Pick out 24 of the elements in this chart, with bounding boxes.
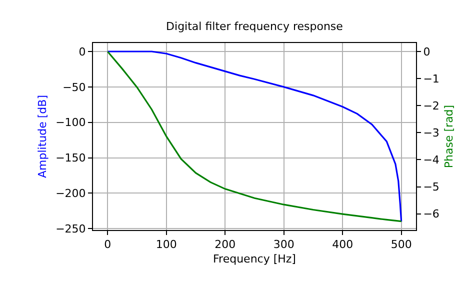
y2-tick-label: −1: [423, 72, 440, 86]
y2-tick-label: 0: [423, 46, 430, 58]
chart-title: Digital filter frequency response: [166, 20, 344, 33]
x-tick-label: 100: [156, 238, 177, 252]
line-series: [106, 50, 402, 222]
y2-axis-title: Phase [rad]: [442, 104, 456, 168]
x-tick-label: 0: [104, 238, 112, 252]
x-tick-label: 400: [332, 238, 354, 252]
x-axis-title: Frequency [Hz]: [213, 252, 296, 266]
y-tick-label: −50: [62, 80, 86, 94]
y-axis-title: Amplitude [dB]: [36, 95, 50, 178]
x-tick-label: 300: [273, 238, 294, 252]
y2-tick-label: −4: [423, 154, 440, 167]
x-tick-label: 500: [390, 238, 412, 252]
y2-tick-label: −6: [423, 208, 440, 221]
x-tick-label: 200: [214, 238, 236, 252]
y2-tick-label: −3: [423, 126, 440, 140]
y2-tick-label: −2: [423, 100, 440, 113]
y-tick-label: 0: [78, 45, 86, 58]
y-tick-label: −250: [56, 222, 86, 236]
y-tick-label: −200: [56, 187, 86, 200]
y2-tick-label: −5: [423, 180, 440, 194]
y-tick-label: −150: [56, 152, 86, 165]
y-tick-label: −100: [56, 116, 86, 130]
